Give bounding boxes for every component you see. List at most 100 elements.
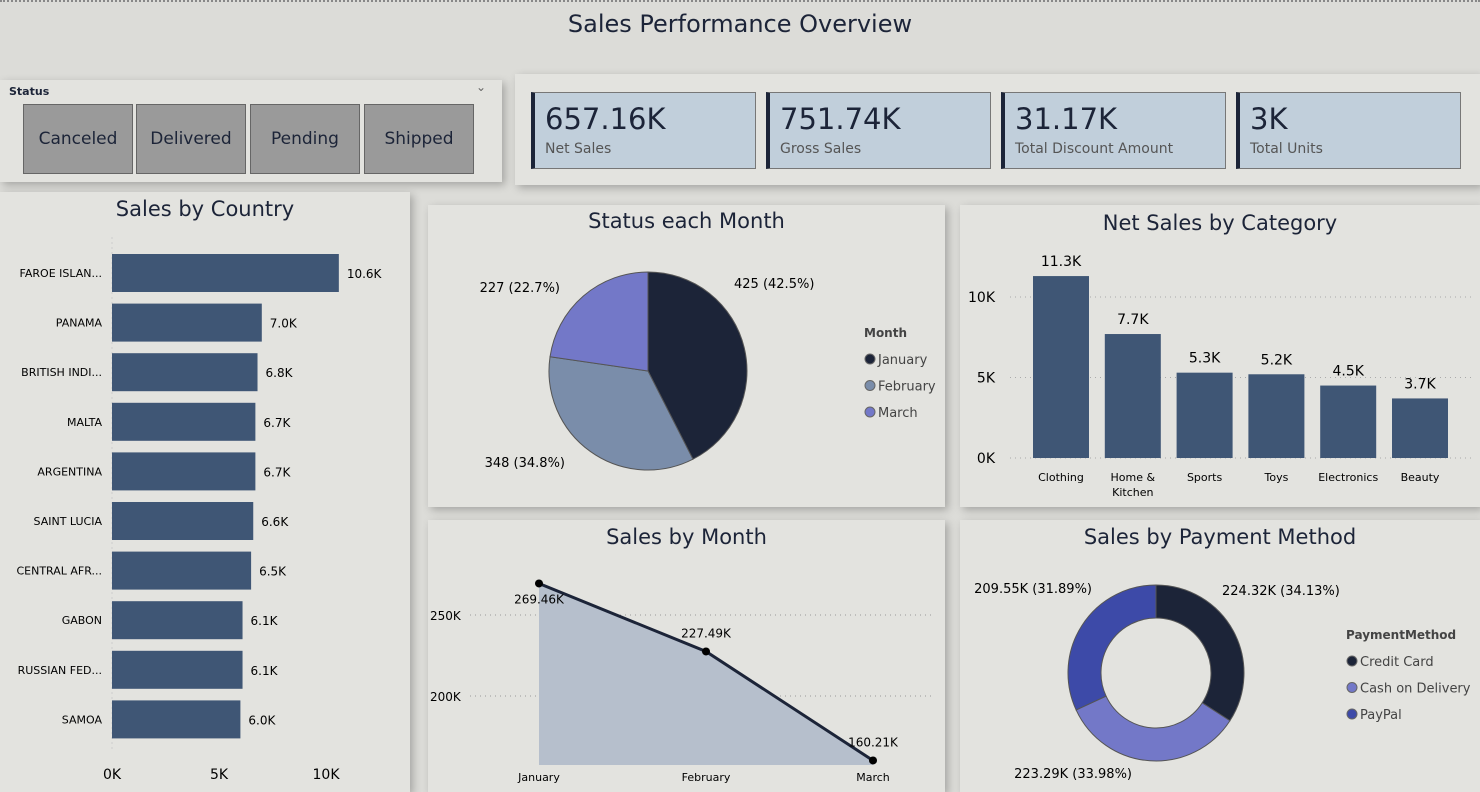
pie-slice-march	[549, 271, 649, 372]
legend-item: Credit Card	[1360, 655, 1434, 670]
category-label: Toys	[1263, 471, 1288, 484]
category-label: GABON	[62, 614, 102, 627]
bar	[112, 502, 254, 540]
x-tick-label: January	[517, 771, 560, 784]
pie-slice-february	[548, 356, 694, 471]
kpi-value: 657.16K	[545, 102, 666, 136]
bar	[112, 551, 252, 590]
data-label: 7.0K	[270, 317, 298, 331]
legend-item: February	[878, 380, 936, 395]
bar	[112, 700, 241, 739]
category-label: Sports	[1187, 471, 1223, 484]
data-label: 425 (42.5%)	[734, 277, 814, 292]
data-label: 4.5K	[1332, 364, 1364, 380]
y-tick-label: 0K	[977, 451, 996, 467]
area-fill	[539, 583, 873, 765]
legend-item: Cash on Delivery	[1360, 682, 1471, 697]
category-label: Home &	[1111, 471, 1156, 484]
legend-marker	[864, 380, 876, 391]
bar	[1320, 385, 1377, 458]
chart-title: Sales by Payment Method	[1083, 525, 1357, 549]
data-point	[535, 579, 543, 588]
status-slicer: Status ⌄ Canceled Delivered Pending Ship…	[0, 80, 502, 182]
data-point	[869, 756, 877, 765]
chart-title: Net Sales by Category	[1102, 211, 1338, 235]
data-label: 5.3K	[1189, 351, 1221, 367]
data-label: 6.7K	[263, 465, 291, 479]
category-label: Beauty	[1401, 471, 1440, 484]
legend-marker	[864, 353, 876, 365]
pie-slice-credit-card	[1155, 584, 1245, 722]
legend-title: Month	[864, 326, 907, 340]
slicer-option-pending[interactable]: Pending	[250, 104, 360, 174]
kpi-label: Gross Sales	[780, 141, 862, 157]
data-label: 11.3K	[1041, 254, 1082, 270]
data-label: 6.5K	[259, 565, 287, 579]
legend-item: PayPal	[1360, 708, 1402, 723]
category-label: Kitchen	[1112, 486, 1153, 499]
kpi-label: Total Units	[1250, 141, 1323, 157]
data-label: 227 (22.7%)	[480, 281, 560, 296]
legend-item: January	[877, 353, 928, 368]
pie-slice-cash-on-delivery	[1075, 695, 1231, 762]
bar	[112, 303, 262, 342]
bar	[1392, 398, 1448, 458]
data-label: 227.49K	[681, 626, 732, 640]
data-label: 160.21K	[848, 735, 899, 749]
slicer-option-canceled[interactable]: Canceled	[23, 104, 133, 174]
category-label: PANAMA	[56, 317, 103, 330]
legend-item: March	[878, 406, 918, 421]
category-label: Electronics	[1318, 471, 1378, 484]
kpi-label: Total Discount Amount	[1015, 141, 1174, 157]
bar	[1033, 276, 1089, 458]
category-label: CENTRAL AFR...	[16, 565, 102, 578]
bar	[112, 402, 256, 441]
x-tick-label: 0K	[103, 767, 122, 783]
data-label: 6.1K	[251, 614, 279, 628]
data-label: 6.7K	[263, 416, 291, 430]
x-tick-label: 5K	[210, 767, 229, 783]
legend-marker	[864, 406, 876, 418]
slicer-option-delivered[interactable]: Delivered	[136, 104, 246, 174]
x-tick-label: March	[856, 771, 890, 784]
bar	[112, 254, 339, 292]
bar	[1248, 374, 1305, 458]
kpi-value: 3K	[1250, 102, 1288, 136]
kpi-label: Net Sales	[545, 141, 612, 157]
data-label: 5.2K	[1261, 352, 1293, 368]
data-point	[702, 647, 710, 656]
y-tick-label: 5K	[977, 371, 996, 387]
data-label: 6.0K	[248, 713, 276, 727]
chevron-down-icon[interactable]: ⌄	[476, 80, 487, 94]
y-tick-label: 10K	[968, 290, 996, 306]
chart-title: Sales by Month	[606, 525, 767, 549]
legend-marker	[1346, 682, 1358, 693]
legend-marker	[1346, 708, 1358, 720]
bar	[112, 650, 243, 689]
bar	[1104, 334, 1161, 458]
slicer-label: Status	[9, 85, 50, 98]
slicer-option-shipped[interactable]: Shipped	[364, 104, 474, 174]
category-label: SAMOA	[62, 713, 103, 726]
pie-slice-paypal	[1067, 584, 1157, 711]
kpi-gross-sales: 751.74K Gross Sales	[766, 92, 991, 169]
category-label: SAINT LUCIA	[34, 515, 103, 528]
kpi-total-discount: 31.17K Total Discount Amount	[1001, 92, 1226, 169]
category-label: RUSSIAN FED...	[18, 664, 102, 677]
legend-marker	[1346, 655, 1358, 667]
y-tick-label: 200K	[430, 690, 462, 704]
pie-slice-january	[647, 271, 748, 460]
data-label: 6.6K	[261, 515, 289, 529]
bar	[112, 452, 256, 491]
kpi-net-sales: 657.16K Net Sales	[531, 92, 756, 169]
category-label: BRITISH INDI...	[21, 366, 102, 379]
chart-title: Status each Month	[588, 209, 785, 233]
data-label: 3.7K	[1404, 376, 1436, 392]
bar	[112, 353, 258, 392]
x-tick-label: 10K	[313, 767, 341, 783]
category-label: MALTA	[67, 416, 102, 429]
bar	[1176, 372, 1233, 458]
data-label: 6.1K	[251, 664, 279, 678]
data-label: 348 (34.8%)	[485, 456, 565, 471]
